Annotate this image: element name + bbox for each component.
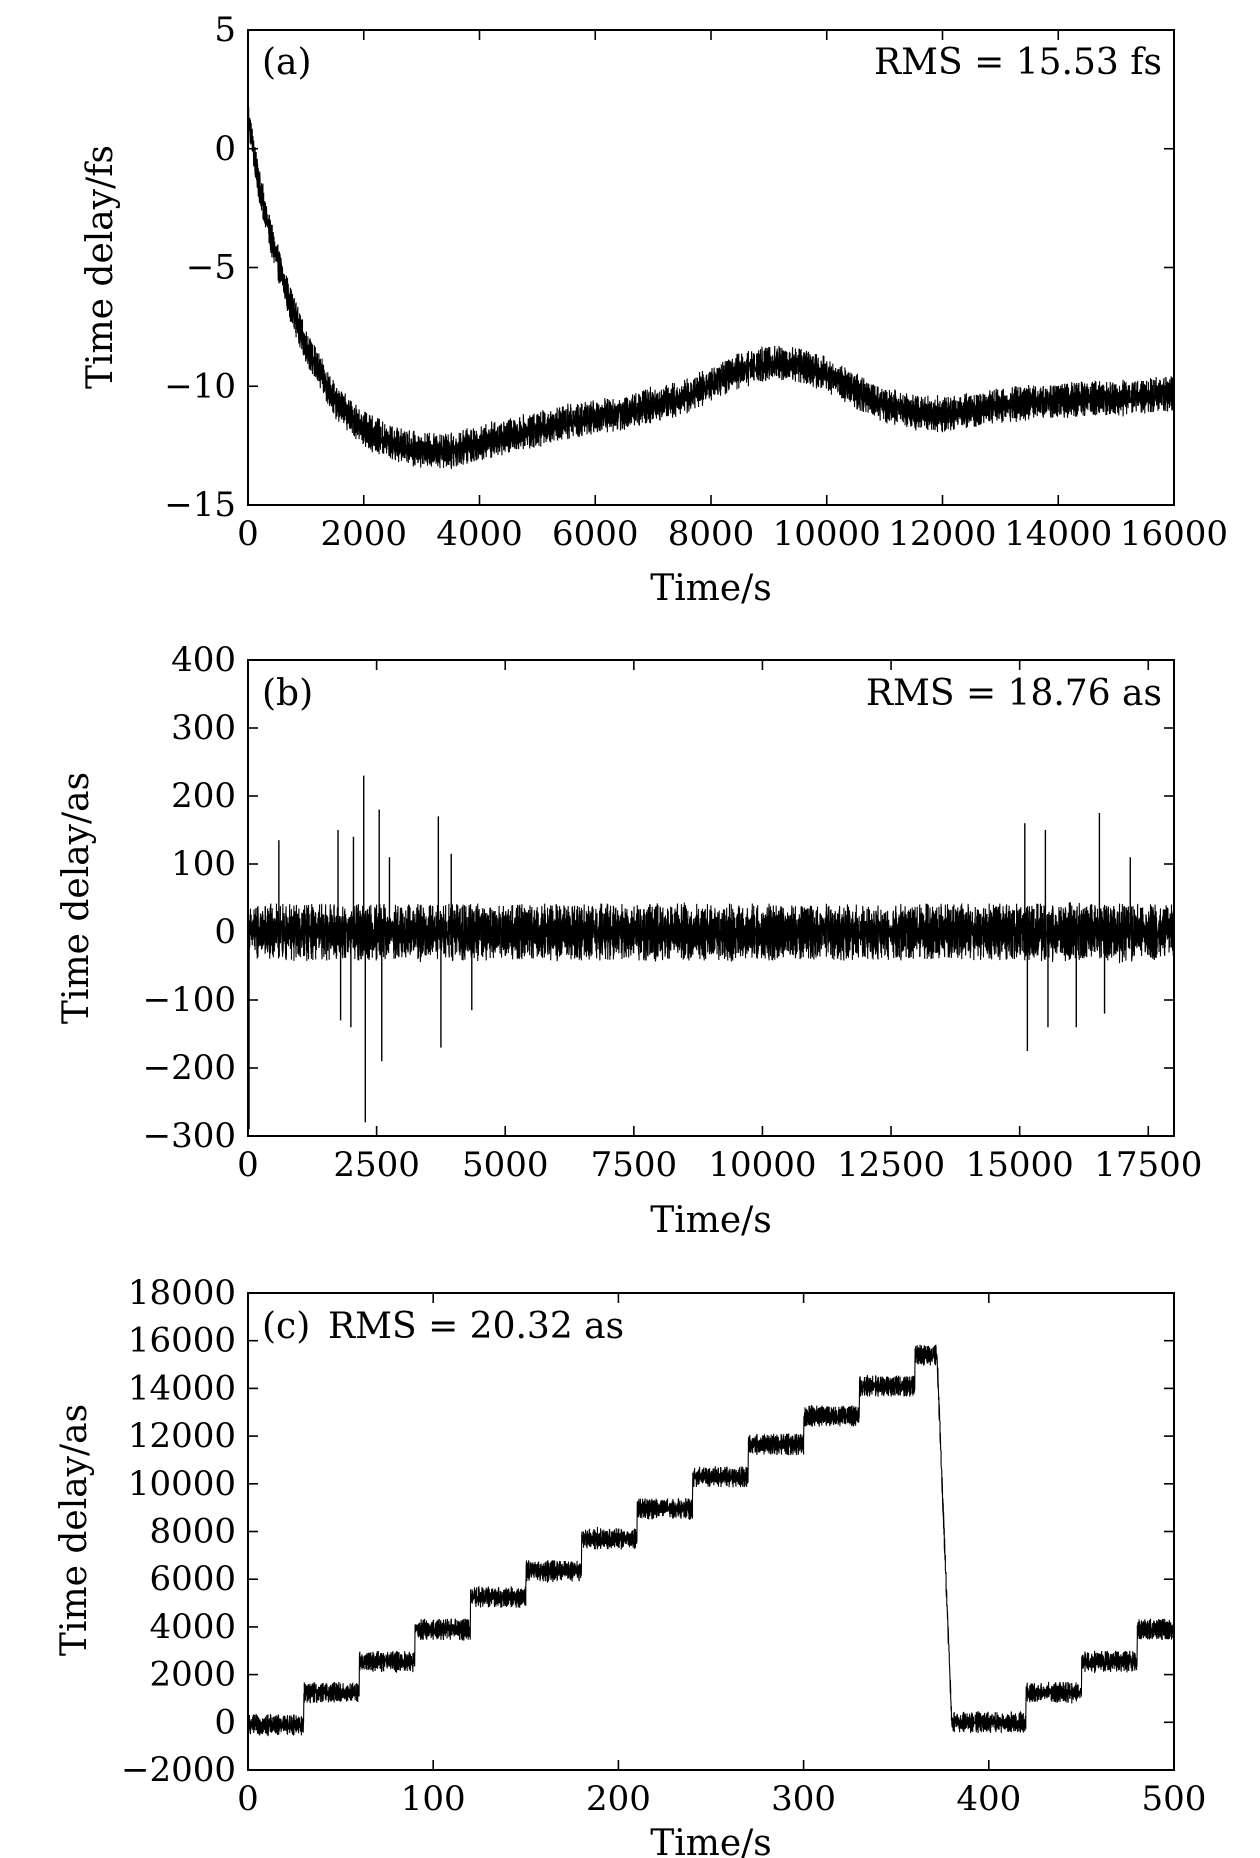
y-tick-label-b-5: 200 (171, 776, 236, 816)
y-tick-label-a-4: 5 (214, 10, 236, 50)
panel-c: 0 100 200 300 400 500−20000200040006000800010… (54, 1273, 1206, 1858)
y-axis-label-c: Time delay/as (54, 1404, 95, 1656)
x-tick-label-b-7: 17500 (1094, 1145, 1202, 1185)
y-tick-label-c-3: 4000 (149, 1607, 236, 1647)
y-tick-label-c-5: 8000 (149, 1512, 236, 1552)
x-axis-label-b: Time/s (650, 1200, 772, 1241)
x-tick-label-b-3: 7500 (591, 1145, 678, 1185)
y-tick-label-b-3: 0 (214, 912, 236, 952)
y-axis-label-b: Time delay/as (56, 772, 97, 1024)
y-tick-label-c-8: 14000 (128, 1368, 236, 1408)
x-tick-label-a-4: 8000 (668, 514, 755, 554)
x-tick-label-a-1: 2000 (320, 514, 407, 554)
x-tick-label-a-2: 4000 (436, 514, 523, 554)
y-tick-label-b-7: 400 (171, 640, 236, 680)
x-tick-label-a-5: 10000 (773, 514, 881, 554)
rms-annotation-c: RMS = 20.32 as (328, 1306, 624, 1347)
y-tick-label-c-6: 10000 (128, 1464, 236, 1504)
series-line-c (248, 1344, 1174, 1737)
x-tick-label-b-5: 12500 (837, 1145, 945, 1185)
series-line-a (248, 105, 1174, 470)
y-tick-label-c-7: 12000 (128, 1416, 236, 1456)
y-tick-label-a-0: −15 (164, 485, 236, 525)
x-tick-label-a-8: 16000 (1120, 514, 1228, 554)
x-tick-label-b-1: 2500 (333, 1145, 420, 1185)
x-tick-label-a-0: 0 (237, 514, 259, 554)
panel-label-c: (c) (262, 1306, 310, 1347)
x-tick-label-b-4: 10000 (708, 1145, 816, 1185)
x-axis-label-a: Time/s (650, 568, 772, 609)
x-tick-label-c-4: 400 (956, 1779, 1021, 1819)
x-tick-label-b-2: 5000 (462, 1145, 549, 1185)
y-tick-label-c-0: −2000 (121, 1750, 236, 1790)
x-tick-label-c-5: 500 (1142, 1779, 1207, 1819)
y-tick-label-b-4: 100 (171, 844, 236, 884)
series-line-b (248, 902, 1174, 964)
y-tick-label-b-1: −200 (143, 1048, 236, 1088)
y-tick-label-b-0: −300 (143, 1116, 236, 1156)
y-axis-label-a: Time delay/fs (80, 145, 121, 389)
y-tick-label-a-3: 0 (214, 129, 236, 169)
y-tick-label-c-10: 18000 (128, 1273, 236, 1313)
x-tick-label-c-3: 300 (771, 1779, 836, 1819)
panel-b: 0 2500 5000 7500 10000 12500 15000 17500 −300 −20… (56, 640, 1202, 1241)
y-tick-label-b-2: −100 (143, 980, 236, 1020)
panel-label-a: (a) (262, 42, 312, 83)
y-tick-label-c-9: 16000 (128, 1321, 236, 1361)
x-tick-label-c-2: 200 (586, 1779, 651, 1819)
y-tick-label-b-6: 300 (171, 708, 236, 748)
y-tick-label-a-1: −10 (164, 366, 236, 406)
x-tick-label-b-0: 0 (237, 1145, 259, 1185)
x-axis-label-c: Time/s (650, 1823, 772, 1858)
y-tick-label-c-1: 0 (214, 1702, 236, 1742)
x-tick-label-a-6: 12000 (888, 514, 996, 554)
x-tick-label-a-7: 14000 (1004, 514, 1112, 554)
y-tick-label-a-2: −5 (186, 248, 236, 288)
rms-annotation-b: RMS = 18.76 as (866, 673, 1162, 714)
plot-frame-b (247, 659, 1175, 1137)
panel-label-b: (b) (262, 673, 313, 714)
x-tick-label-c-0: 0 (237, 1779, 259, 1819)
x-tick-label-b-6: 15000 (966, 1145, 1074, 1185)
y-tick-label-c-2: 2000 (149, 1655, 236, 1695)
x-tick-label-c-1: 100 (401, 1779, 466, 1819)
panel-a: 0 2000 4000 6000 8000 10000 12000 14000 16000 −15… (80, 10, 1228, 609)
x-tick-label-a-3: 6000 (552, 514, 639, 554)
y-tick-label-c-4: 6000 (149, 1559, 236, 1599)
rms-annotation-a: RMS = 15.53 fs (874, 42, 1162, 83)
